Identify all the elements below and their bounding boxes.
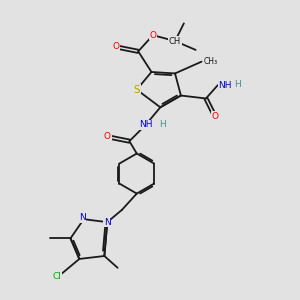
Text: H: H <box>159 120 166 129</box>
Text: Cl: Cl <box>53 272 62 280</box>
Text: N: N <box>104 218 111 226</box>
Text: CH₃: CH₃ <box>204 57 218 66</box>
Text: NH: NH <box>218 81 232 90</box>
Text: NH: NH <box>139 121 152 130</box>
Text: O: O <box>211 112 218 121</box>
Text: O: O <box>104 132 111 141</box>
Text: O: O <box>112 42 120 51</box>
Text: O: O <box>149 31 156 40</box>
Text: S: S <box>134 85 140 94</box>
Text: N: N <box>79 213 86 222</box>
Text: CH: CH <box>169 37 181 46</box>
Text: H: H <box>234 80 241 89</box>
